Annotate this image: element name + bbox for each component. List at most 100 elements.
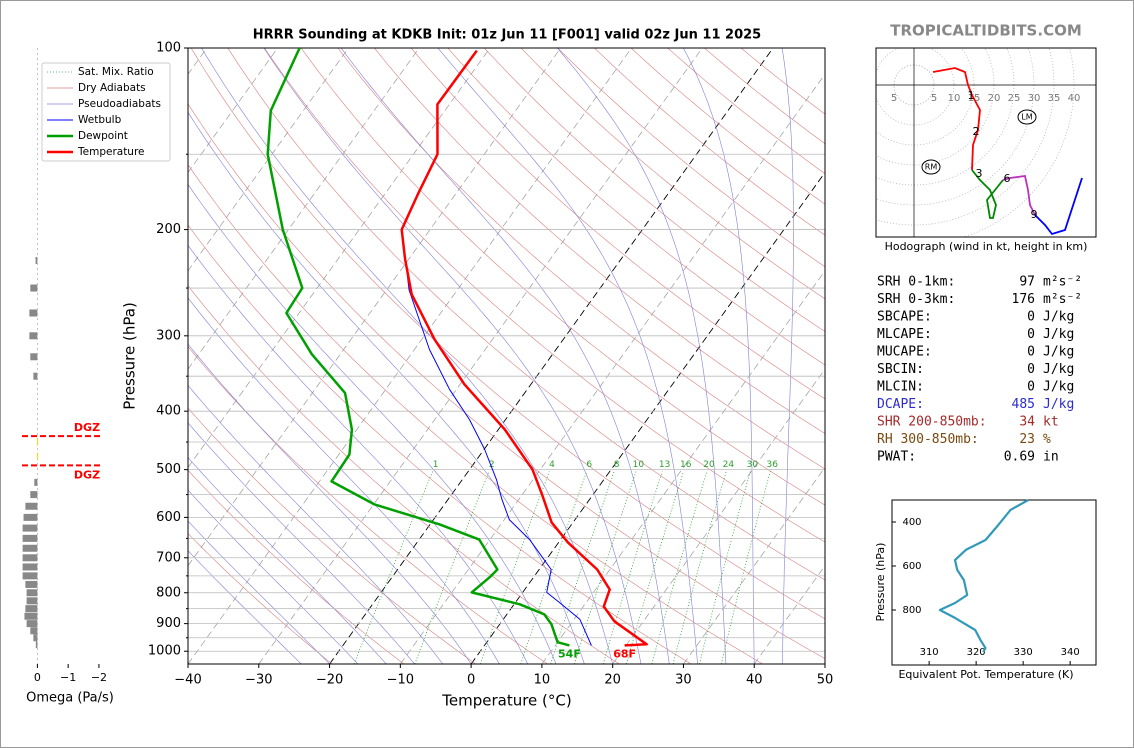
hodograph-ring-label: 30 bbox=[1028, 93, 1041, 104]
hodograph-trace bbox=[1002, 174, 1036, 216]
mixing-ratio-label: 24 bbox=[723, 460, 735, 470]
pseudoadiabat bbox=[340, 48, 670, 664]
thetae-y-tick-label: 600 bbox=[902, 561, 921, 572]
dry-adiabat bbox=[188, 285, 620, 664]
mixing-ratio-line bbox=[479, 471, 550, 664]
index-label: SBCAPE: bbox=[877, 310, 932, 325]
height-label: 6 bbox=[1004, 172, 1011, 185]
thetae-x-label: Equivalent Pot. Temperature (K) bbox=[898, 668, 1073, 681]
height-label: 2 bbox=[973, 125, 980, 138]
mixing-ratio-label: 1 bbox=[433, 460, 439, 470]
index-label: SHR 200-850mb: bbox=[877, 415, 987, 430]
dry-adiabat bbox=[264, 48, 825, 543]
pseudoadiabat bbox=[188, 297, 500, 664]
mixing-ratio-label: 30 bbox=[747, 460, 759, 470]
dry-adiabat bbox=[188, 407, 476, 664]
dry-adiabat bbox=[447, 48, 825, 366]
mixing-ratio-label: 16 bbox=[680, 460, 692, 470]
legend-label: Wetbulb bbox=[78, 114, 122, 126]
hodograph-bg bbox=[876, 48, 1096, 237]
omega-bar bbox=[37, 438, 39, 446]
thetae-frame bbox=[891, 499, 1097, 666]
mixing-ratio-label: 4 bbox=[549, 460, 555, 470]
omega-bar bbox=[29, 309, 38, 317]
index-value: 0 bbox=[1027, 345, 1035, 360]
mixing-ratio-line bbox=[602, 471, 663, 664]
omega-bar bbox=[30, 627, 38, 635]
y-axis-label: Pressure (hPa) bbox=[121, 302, 139, 410]
mixing-ratio-line bbox=[520, 471, 588, 664]
dry-adiabat bbox=[188, 103, 825, 660]
dry-adiabat bbox=[188, 224, 692, 664]
omega-bar bbox=[22, 572, 38, 580]
isotherm bbox=[258, 48, 703, 664]
dry-adiabat bbox=[630, 48, 825, 205]
mixing-ratio-line bbox=[699, 471, 751, 664]
mixing-ratio-line bbox=[414, 471, 490, 664]
omega-bar bbox=[24, 612, 38, 620]
storm-motion-marker bbox=[1017, 109, 1037, 125]
y-tick-label: 100 bbox=[156, 41, 181, 56]
isotherm bbox=[188, 48, 349, 272]
pseudoadiabat bbox=[781, 48, 794, 664]
x-tick-label: 40 bbox=[746, 673, 763, 688]
index-unit: J/kg bbox=[1043, 362, 1074, 377]
thetae-y-tick-label: 800 bbox=[902, 605, 921, 616]
pseudoadiabat bbox=[188, 520, 330, 664]
mixing-ratio-line bbox=[574, 471, 637, 664]
dry-adiabat bbox=[667, 48, 825, 175]
omega-x-tick-label: −1 bbox=[60, 671, 76, 684]
index-label: MUCAPE: bbox=[877, 345, 932, 360]
mixing-ratio-label: 20 bbox=[703, 460, 715, 470]
omega-bar bbox=[30, 353, 38, 361]
omega-bar bbox=[23, 513, 38, 521]
y-tick-label: 300 bbox=[156, 328, 181, 343]
index-unit: m²s⁻² bbox=[1043, 292, 1082, 307]
omega-bar bbox=[22, 534, 38, 542]
height-label: 3 bbox=[976, 167, 983, 180]
dry-adiabat bbox=[594, 48, 825, 236]
mixing-ratio-line bbox=[626, 471, 684, 664]
index-label: SRH 0-1km: bbox=[877, 275, 955, 290]
hodograph-ring-label: 25 bbox=[1008, 93, 1021, 104]
dry-adiabat bbox=[520, 48, 825, 300]
omega-bar bbox=[35, 641, 38, 649]
omega-axis-label: Omega (Pa/s) bbox=[26, 691, 114, 706]
y-tick-label: 400 bbox=[156, 404, 181, 419]
index-value: 23 bbox=[1019, 432, 1035, 447]
index-value: 176 bbox=[1012, 292, 1035, 307]
legend-label: Dewpoint bbox=[78, 130, 128, 142]
index-label: MLCAPE: bbox=[877, 327, 932, 342]
isotherm bbox=[329, 48, 774, 664]
dry-adiabat bbox=[410, 48, 825, 400]
index-unit: J/kg bbox=[1043, 327, 1074, 342]
omega-bar bbox=[22, 544, 38, 552]
omega-bar bbox=[33, 372, 38, 380]
pseudoadiabat bbox=[683, 48, 755, 664]
mixing-ratio-label: 2 bbox=[489, 460, 495, 470]
omega-bar bbox=[34, 478, 38, 486]
isotherm bbox=[188, 48, 491, 468]
isotherm bbox=[541, 270, 825, 664]
index-unit: in bbox=[1043, 450, 1059, 465]
pseudoadiabat bbox=[188, 183, 557, 664]
hodograph-ring-label: 10 bbox=[948, 93, 961, 104]
index-unit: kt bbox=[1043, 415, 1059, 430]
index-value: 0 bbox=[1027, 327, 1035, 342]
dry-adiabat bbox=[188, 469, 405, 664]
surface-label: 68F bbox=[613, 647, 636, 660]
omega-bar bbox=[35, 256, 38, 264]
omega-bar bbox=[30, 284, 38, 292]
mixing-ratio-line bbox=[651, 471, 708, 664]
hodograph-trace bbox=[932, 67, 981, 171]
y-tick-label: 600 bbox=[156, 510, 181, 525]
hodograph-ring-label: 5 bbox=[891, 93, 897, 104]
site-label: TROPICALTIDBITS.COM bbox=[890, 22, 1082, 40]
pseudoadiabat bbox=[188, 111, 585, 664]
mixing-ratio-line bbox=[721, 471, 771, 664]
dry-adiabat bbox=[227, 48, 825, 581]
x-tick-label: 30 bbox=[675, 673, 692, 688]
index-unit: J/kg bbox=[1043, 345, 1074, 360]
